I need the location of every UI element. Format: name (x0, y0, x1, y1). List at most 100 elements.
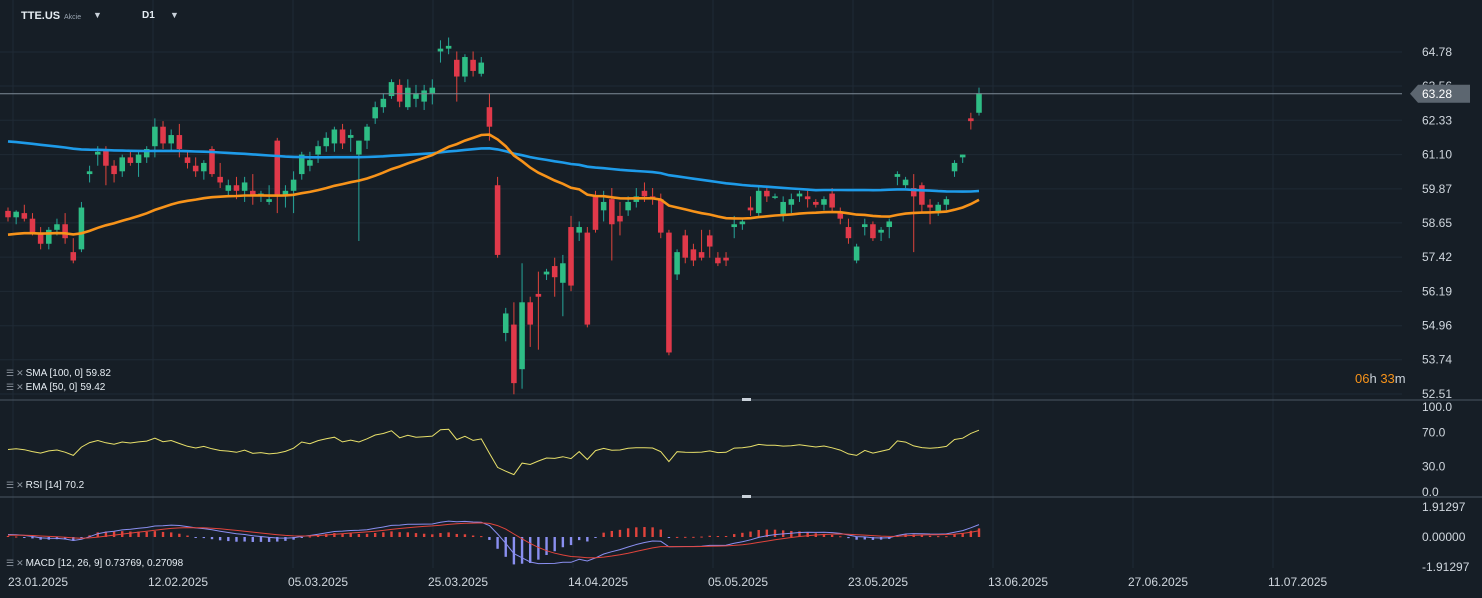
candle-body (405, 87, 411, 108)
macd-histogram-bar (31, 537, 34, 539)
macd-histogram-bar (757, 529, 760, 537)
close-icon[interactable]: ✕ (16, 382, 23, 392)
candle-body (690, 249, 697, 261)
candle-body (527, 302, 533, 325)
candle-body (152, 126, 158, 147)
rsi-indicator-legend[interactable]: ☰ ✕ RSI [14] 70.2 (6, 480, 84, 491)
price-tick-label: 58.65 (1422, 216, 1452, 230)
ema-indicator-legend[interactable]: ☰ ✕ EMA [50, 0] 59.42 (6, 382, 105, 393)
macd-histogram-bar (292, 537, 295, 540)
current-price-badge (1410, 84, 1470, 103)
macd-histogram-bar (716, 536, 720, 538)
candle-body (739, 221, 746, 225)
candle-body (519, 302, 525, 370)
macd-histogram-bar (382, 532, 385, 537)
candle-body (54, 224, 60, 230)
candle-body (657, 199, 664, 233)
macd-histogram-bar (561, 537, 565, 548)
macd-histogram-bar (586, 537, 589, 542)
candle-body (5, 210, 11, 218)
candle-body (462, 57, 468, 77)
candle-body (764, 190, 770, 197)
rsi-line (7, 428, 980, 476)
macd-histogram-bar (72, 537, 75, 541)
macd-axis: 1.91297 0.00000 -1.91297 (1422, 500, 1470, 574)
macd-histogram-bar (104, 531, 108, 537)
indicator-settings-icon[interactable]: ☰ (6, 382, 14, 392)
ema-label: EMA [50, 0] (25, 382, 78, 393)
candle-body (380, 98, 387, 108)
indicator-settings-icon[interactable]: ☰ (6, 480, 14, 490)
macd-histogram-bar (447, 532, 450, 537)
macd-histogram-bar (259, 537, 263, 542)
candle-body (217, 176, 223, 183)
macd-histogram-bar (545, 537, 548, 556)
candle-body (454, 59, 460, 77)
indicator-settings-icon[interactable]: ☰ (6, 558, 14, 568)
date-tick-label: 12.02.2025 (148, 575, 208, 589)
ema-value: 59.42 (80, 382, 106, 393)
date-tick-label: 14.04.2025 (568, 575, 628, 589)
macd-histogram-bar (14, 536, 18, 538)
candle-body (37, 232, 44, 244)
macd-histogram-bar (822, 533, 826, 537)
candle-body (576, 227, 582, 233)
candle-body (511, 324, 517, 384)
macd-indicator-legend[interactable]: ☰ ✕ MACD [12, 26, 9] 0.73769, 0.27098 (6, 558, 183, 569)
date-tick-label: 13.06.2025 (988, 575, 1048, 589)
macd-histogram-bar (284, 537, 287, 541)
candle-body (535, 293, 542, 297)
macd-histogram-bar (577, 537, 581, 541)
symbol-dropdown-icon[interactable]: ▼ (93, 10, 102, 20)
macd-histogram-bar (129, 531, 132, 537)
candle-body (21, 213, 28, 219)
macd-histogram-bar (733, 534, 736, 537)
candle-body (282, 190, 289, 197)
indicator-settings-icon[interactable]: ☰ (6, 368, 14, 378)
rsi-tick-label: 70.0 (1422, 426, 1446, 440)
macd-histogram-bar (830, 534, 834, 537)
rsi-value: 70.2 (64, 480, 85, 491)
price-tick-label: 52.51 (1422, 387, 1452, 401)
macd-histogram-bar (88, 535, 91, 537)
candle-body (119, 157, 126, 172)
macd-histogram-bar (855, 537, 858, 540)
candle-countdown-timer: 06h 33m (1355, 371, 1406, 386)
timeframe-selector[interactable]: D1 (142, 10, 155, 21)
symbol-selector[interactable]: TTE.US (21, 10, 60, 22)
date-tick-label: 23.05.2025 (848, 575, 908, 589)
macd-histogram-bar (422, 533, 426, 537)
macd-histogram-bar (137, 531, 140, 537)
candle-body (894, 174, 901, 177)
macd-histogram-bar (945, 536, 948, 538)
candle-body (78, 207, 85, 250)
candle-body (568, 227, 574, 286)
macd-histogram-bar (692, 536, 695, 538)
close-icon[interactable]: ✕ (16, 368, 23, 378)
price-tick-label: 61.10 (1422, 148, 1452, 162)
macd-histogram-bar (708, 535, 711, 537)
candle-body (755, 190, 762, 214)
macd-tick-label: 0.00000 (1422, 530, 1466, 544)
candle-body (111, 165, 117, 175)
candle-body (486, 107, 493, 127)
macd-histogram-bar (529, 537, 532, 563)
timeframe-dropdown-icon[interactable]: ▼ (170, 10, 179, 20)
sma-indicator-legend[interactable]: ☰ ✕ SMA [100, 0] 59.82 (6, 368, 111, 379)
macd-histogram-bar (23, 537, 26, 538)
candle-body (813, 201, 819, 205)
candle-body (682, 235, 689, 258)
close-icon[interactable]: ✕ (16, 480, 23, 490)
macd-histogram-bar (659, 529, 662, 537)
candle-body (168, 135, 174, 144)
macd-histogram-bar (243, 537, 246, 542)
candle-body (315, 146, 321, 155)
macd-histogram (6, 527, 981, 565)
macd-histogram-bar (96, 532, 99, 537)
date-tick-label: 11.07.2025 (1268, 575, 1327, 589)
macd-histogram-bar (798, 531, 801, 537)
macd-histogram-bar (235, 537, 238, 542)
timeframe-label: D1 (142, 10, 155, 21)
close-icon[interactable]: ✕ (16, 558, 23, 568)
